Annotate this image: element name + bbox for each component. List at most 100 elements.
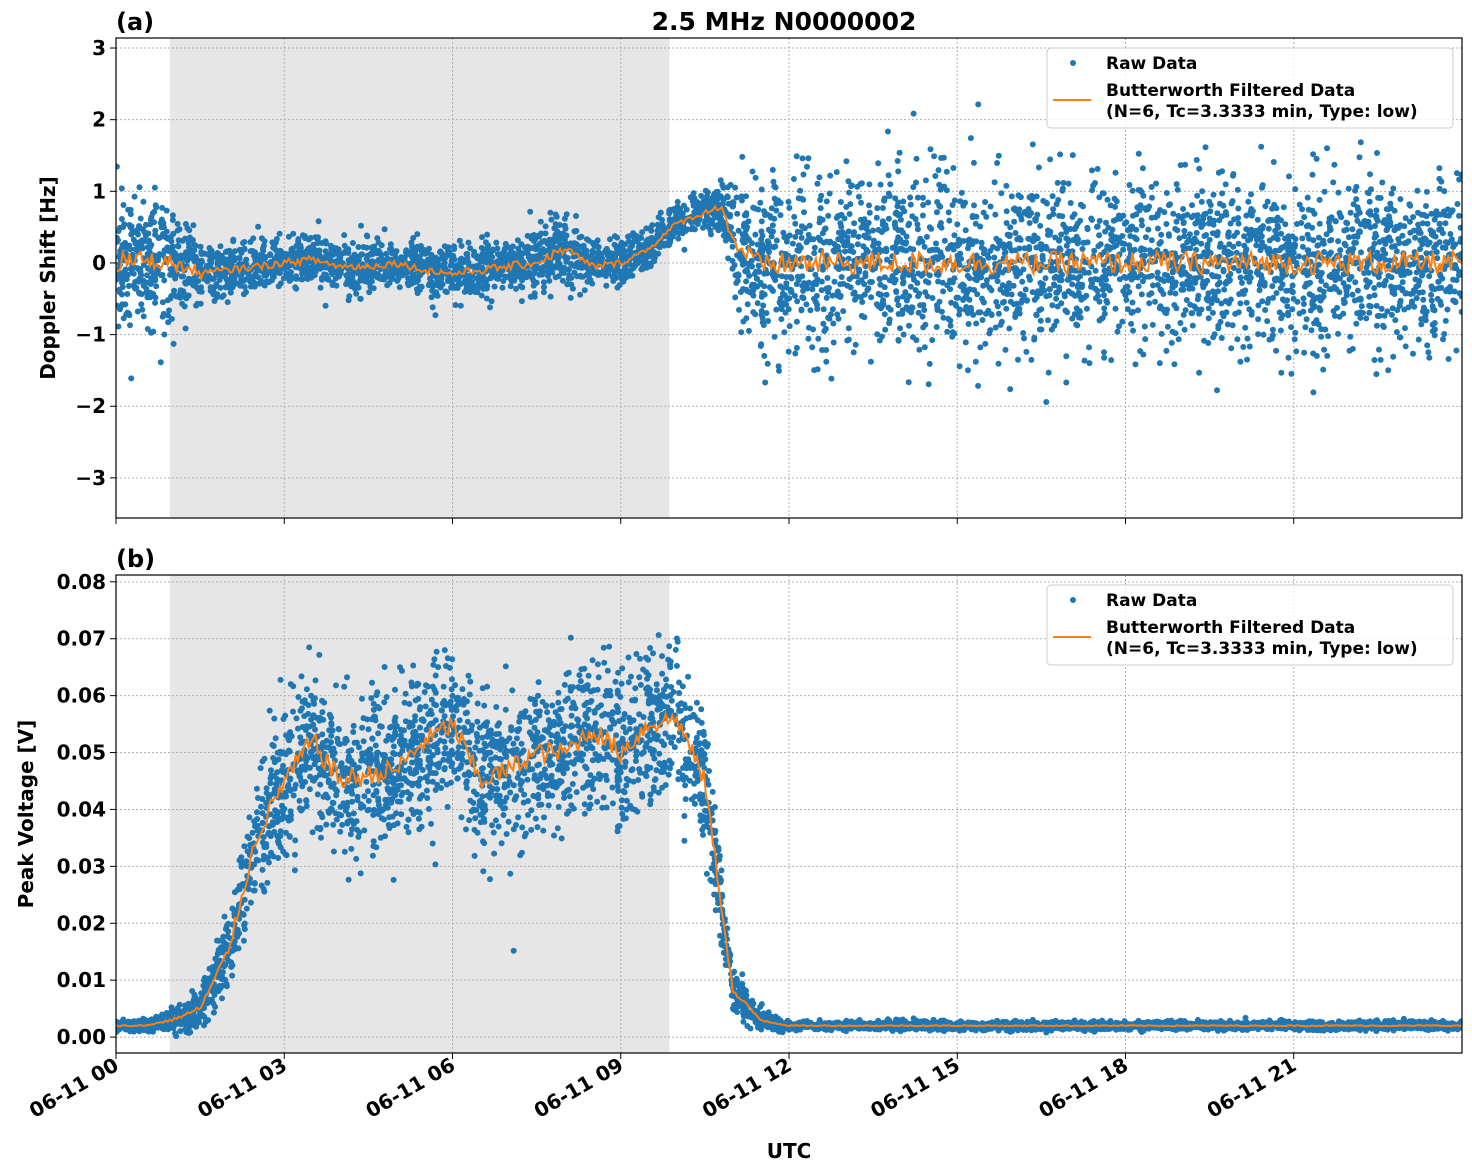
raw-data-point [464,286,471,293]
raw-data-point [1326,273,1333,280]
raw-data-point [1173,218,1180,225]
raw-data-point [934,256,941,263]
raw-data-point [900,272,907,279]
raw-data-point [128,223,135,230]
raw-data-point [1065,288,1072,295]
raw-data-point [1415,229,1422,236]
raw-data-point [1348,273,1355,280]
raw-data-point [142,238,149,244]
raw-data-point [793,344,800,351]
raw-data-point [1321,188,1328,195]
raw-data-point [1021,335,1027,342]
raw-data-point [306,247,313,254]
raw-data-point [1243,212,1250,219]
raw-data-point [893,209,900,216]
raw-data-point [824,275,831,281]
raw-data-point [966,275,973,282]
raw-data-point [907,194,914,201]
raw-data-point [1415,336,1422,343]
raw-data-point [1438,301,1444,308]
raw-data-point [559,277,566,284]
raw-data-point [676,212,683,218]
raw-data-point [1035,164,1042,171]
raw-data-point [1019,278,1026,285]
raw-data-point [840,308,847,315]
raw-data-point [175,237,182,244]
raw-data-point [768,214,774,221]
raw-data-point [1003,305,1010,312]
raw-data-point [823,238,830,245]
raw-data-point [1367,171,1373,178]
raw-data-point [549,269,556,276]
raw-data-point [1207,208,1214,215]
raw-data-point [1154,225,1161,232]
raw-data-point [1033,193,1040,200]
raw-data-point [761,270,768,277]
raw-data-point [1439,244,1446,251]
raw-data-point [445,275,452,282]
raw-data-point [816,219,823,226]
raw-data-point [1385,272,1392,279]
raw-data-point [1268,335,1275,342]
raw-data-point [680,202,687,209]
raw-data-point [167,233,174,240]
raw-data-point [1373,322,1380,329]
raw-data-point [776,367,782,374]
raw-data-point [1006,325,1013,332]
raw-data-point [1423,266,1430,273]
raw-data-point [754,283,761,290]
raw-data-point [136,266,143,273]
raw-data-point [736,306,742,313]
raw-data-point [524,232,531,239]
raw-data-point [1336,289,1343,296]
raw-data-point [1228,250,1235,257]
raw-data-point [823,294,830,301]
raw-data-point [1038,306,1045,313]
raw-data-point [429,304,436,311]
raw-data-point [1154,269,1161,276]
raw-data-point [634,259,641,266]
raw-data-point [907,201,914,208]
raw-data-point [984,252,991,258]
raw-data-point [487,304,493,311]
raw-data-point [372,249,379,256]
raw-data-point [558,269,565,276]
raw-data-point [186,227,193,234]
raw-data-point [900,293,907,300]
raw-data-point [1451,298,1458,305]
raw-data-point [1367,208,1374,215]
raw-data-point [734,210,741,217]
raw-data-point [1049,302,1056,309]
raw-data-point [1413,295,1420,302]
raw-data-point [808,236,815,242]
raw-data-point [298,276,305,283]
raw-data-point [848,243,855,250]
raw-data-point [1344,220,1351,227]
raw-data-point [538,266,544,273]
raw-data-point [798,234,805,241]
raw-data-point [895,227,902,234]
raw-data-point [1022,286,1029,293]
raw-data-point [136,184,143,191]
raw-data-point [396,284,403,291]
raw-data-point [1117,215,1124,222]
raw-data-point [1327,216,1334,222]
raw-data-point [925,381,932,388]
raw-data-point [879,221,886,228]
raw-data-point [844,234,851,241]
raw-data-point [1397,222,1404,229]
raw-data-point [674,198,681,205]
raw-data-point [759,241,766,248]
raw-data-point [554,253,561,260]
raw-data-point [887,181,894,188]
raw-data-point [1225,273,1232,280]
raw-data-point [1366,198,1373,205]
raw-data-point [1054,289,1061,296]
raw-data-point [1323,231,1330,238]
raw-data-point [1199,218,1205,225]
raw-data-point [913,155,920,162]
raw-data-point [1083,305,1090,312]
raw-data-point [967,304,974,311]
raw-data-point [243,276,250,282]
raw-data-point [1234,336,1241,343]
